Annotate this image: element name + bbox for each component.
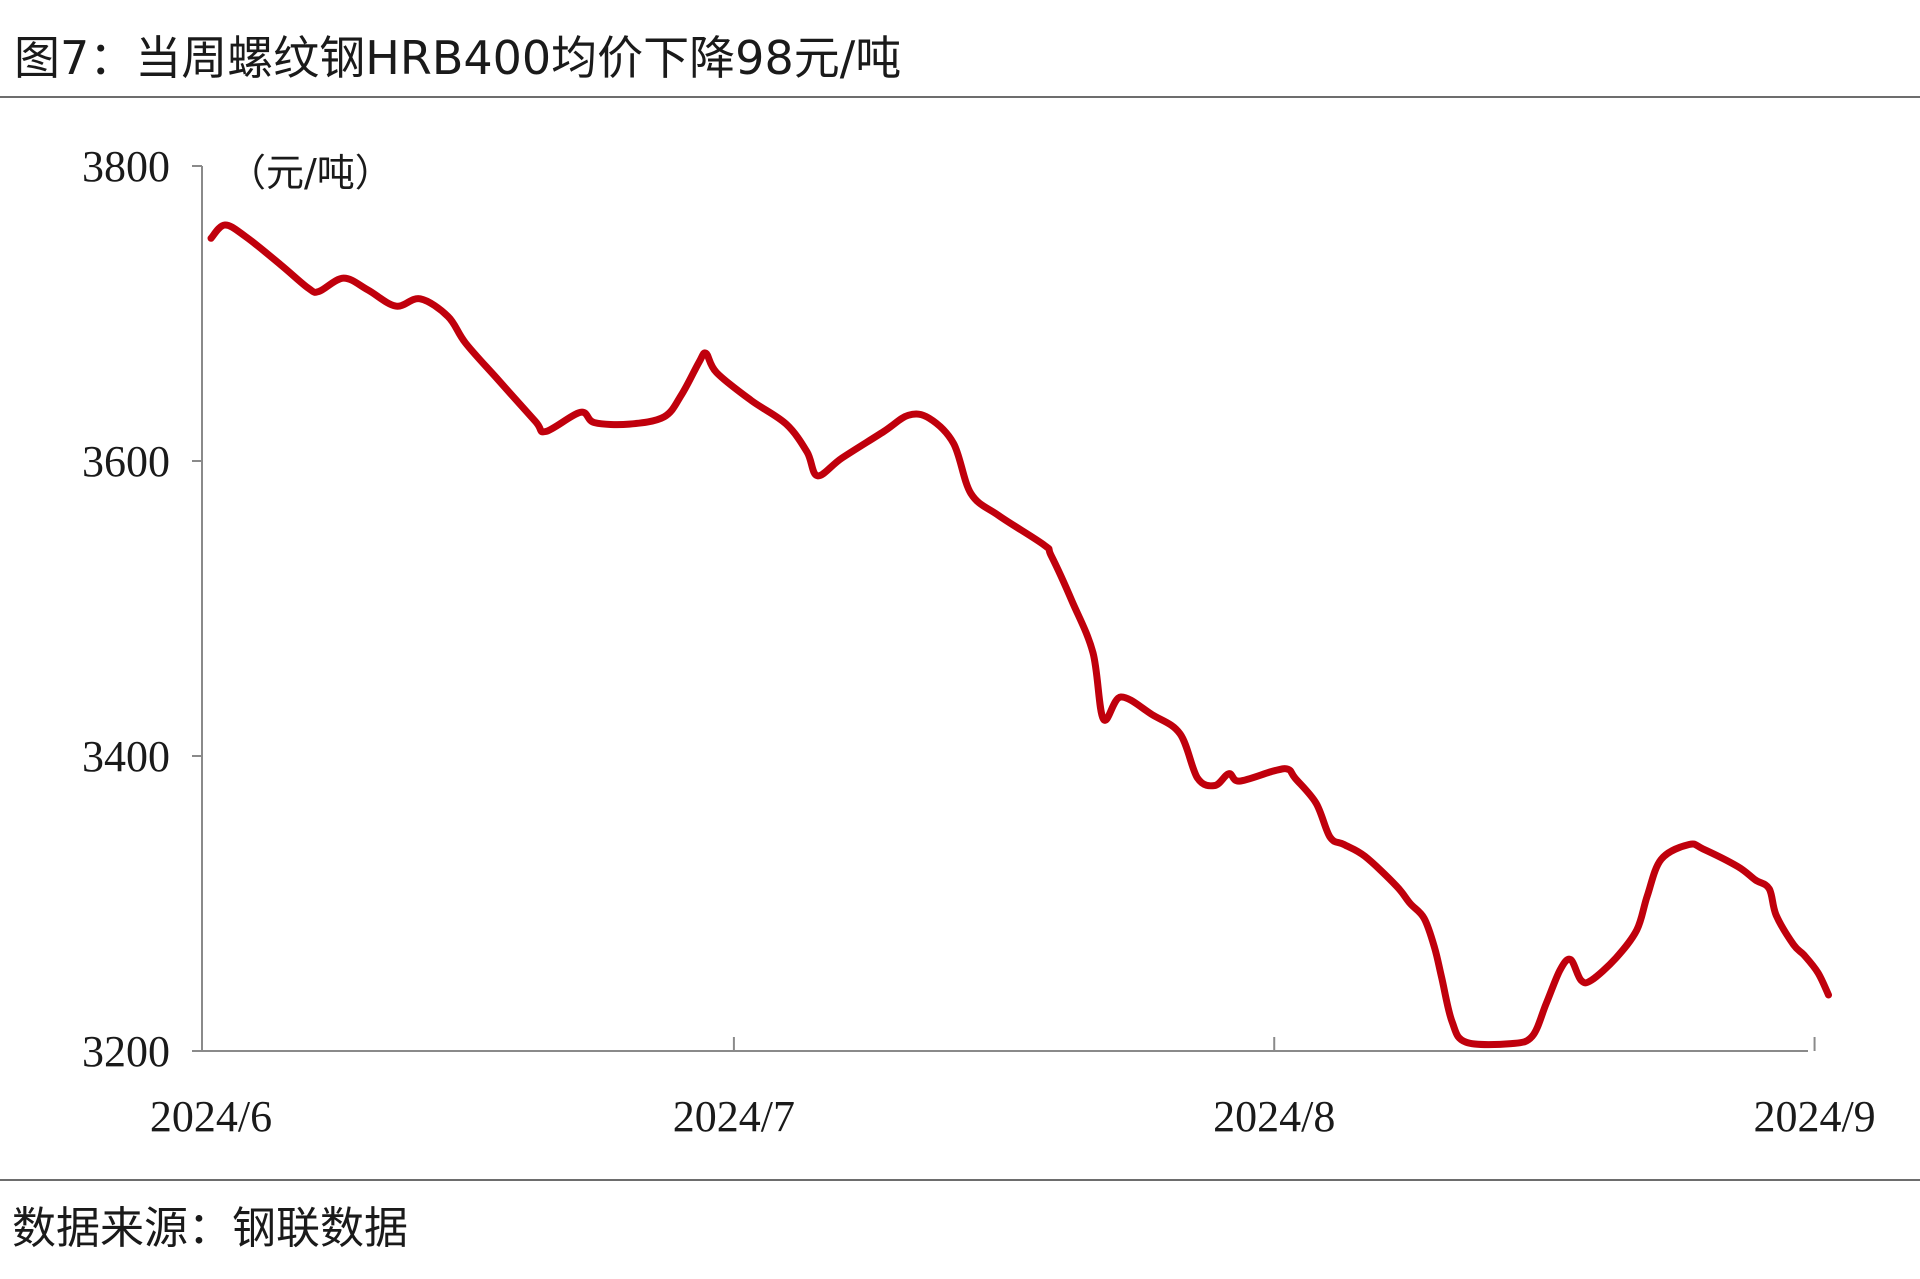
x-tick-label: 2024/7: [673, 1092, 795, 1141]
y-unit-label: （元/吨）: [228, 151, 393, 195]
x-tick-label: 2024/8: [1213, 1092, 1335, 1141]
series-line-price: [207, 221, 1832, 1049]
series-group: [207, 221, 1832, 1049]
y-tick-label: 3400: [82, 732, 170, 781]
y-tick-label: 3800: [82, 142, 170, 191]
x-tick-label: 2024/6: [150, 1092, 272, 1141]
y-tick-label: 3200: [82, 1027, 170, 1076]
data-source: 数据来源：钢联数据: [12, 1203, 408, 1254]
x-tick-label: 2024/9: [1753, 1092, 1875, 1141]
y-axis-ticks: 3200 3400 3600 3800: [82, 142, 202, 1076]
x-axis-ticks: 2024/6 2024/7 2024/8 2024/9: [150, 1037, 1876, 1141]
source-divider: [0, 1179, 1920, 1181]
y-tick-label: 3600: [82, 437, 170, 486]
title-divider: [0, 96, 1920, 98]
figure-title: 图7：当周螺纹钢HRB400均价下降98元/吨: [14, 31, 902, 85]
